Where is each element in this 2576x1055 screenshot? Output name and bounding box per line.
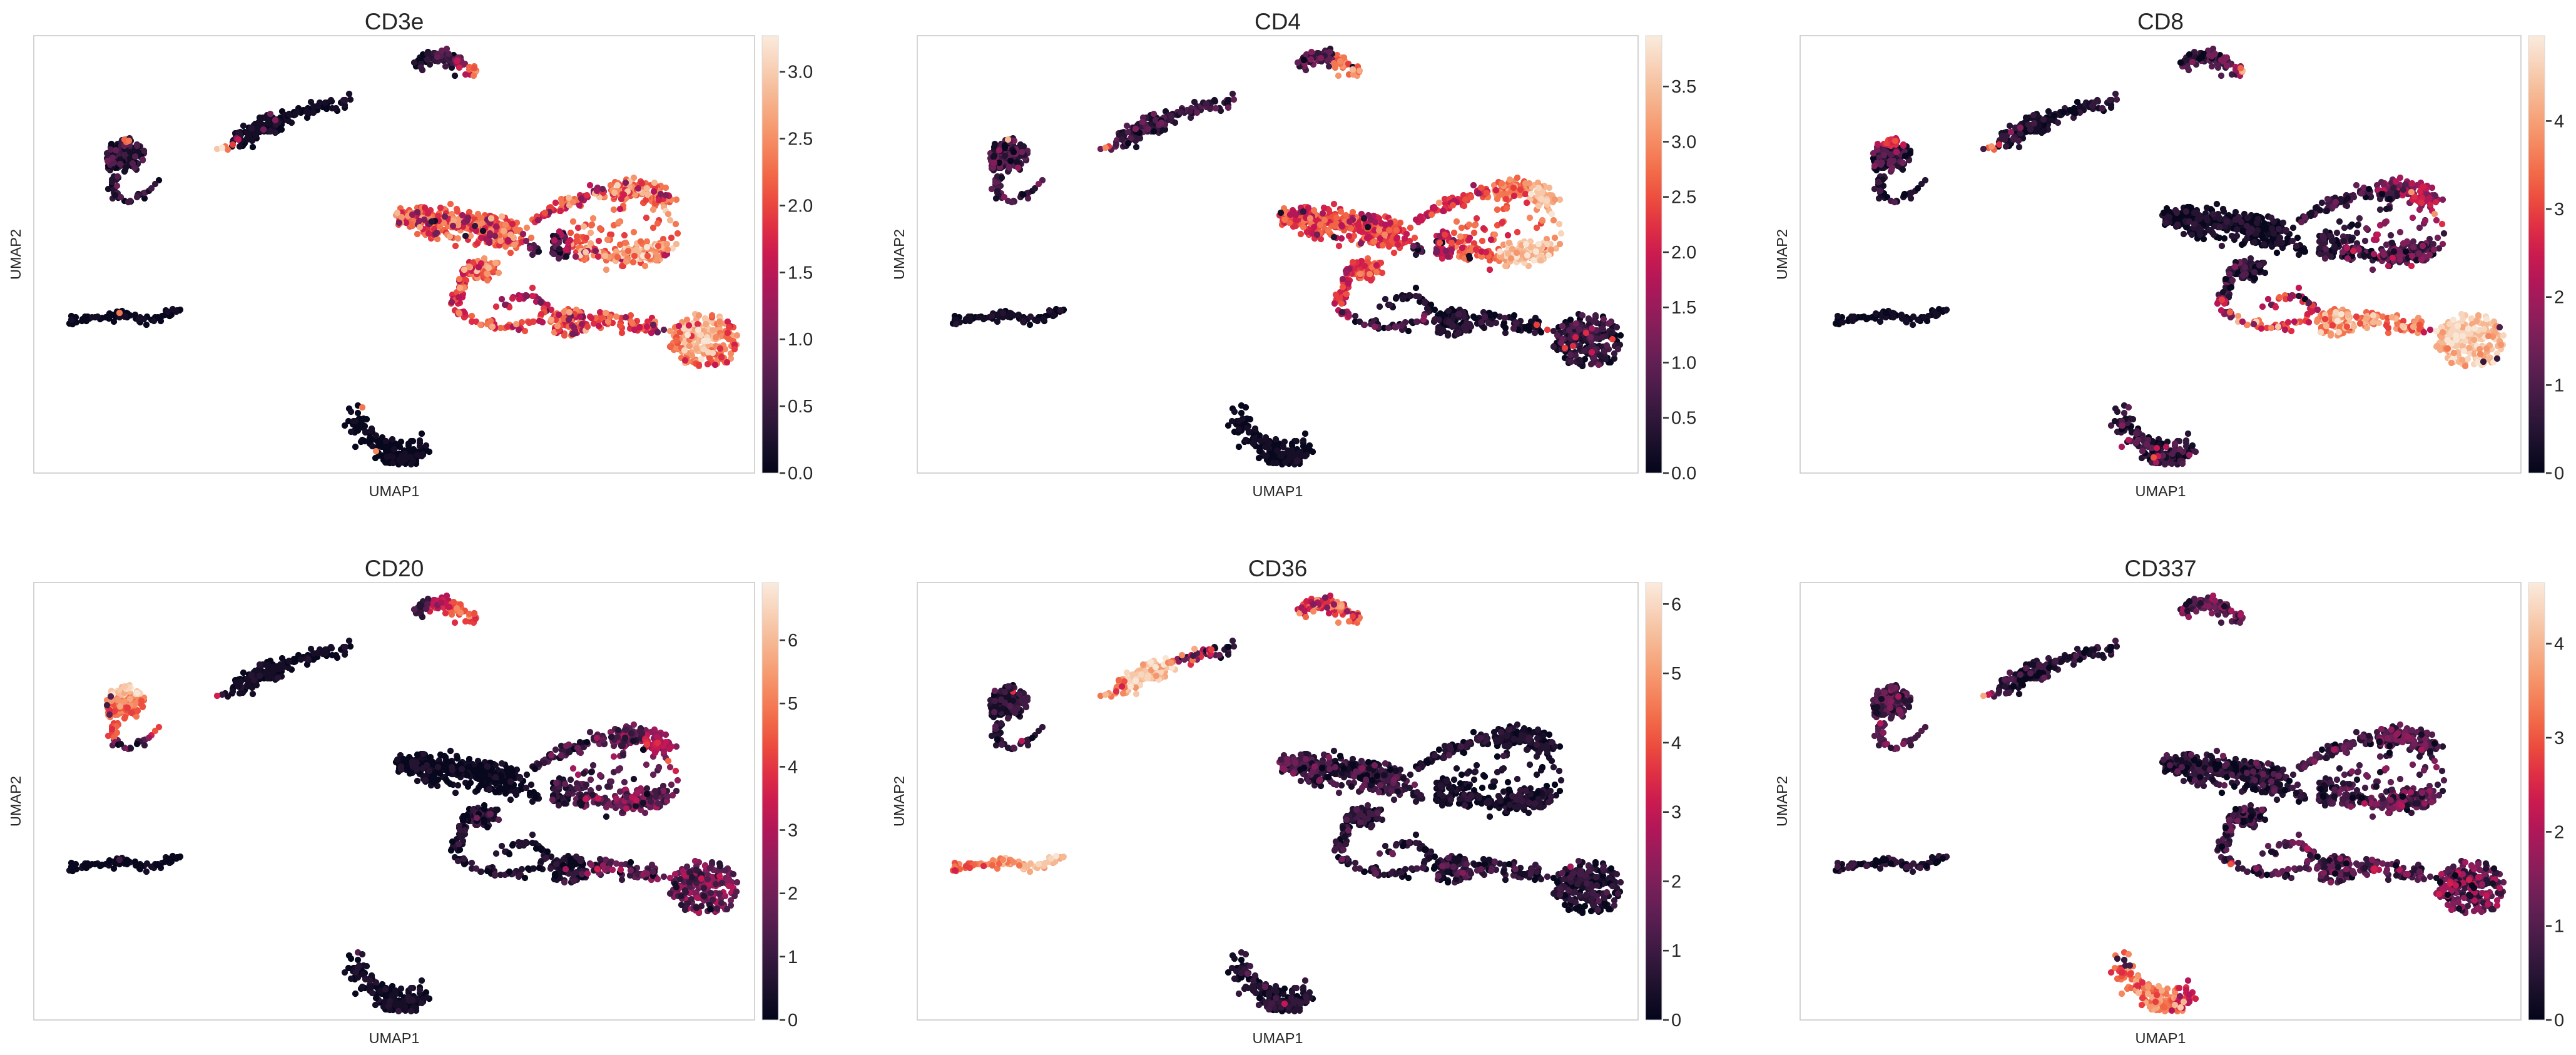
svg-text:2: 2 (2554, 288, 2564, 308)
svg-text:1: 1 (2554, 917, 2564, 937)
svg-text:1.0: 1.0 (788, 330, 813, 350)
svg-text:2.0: 2.0 (1671, 243, 1696, 263)
svg-text:0.0: 0.0 (788, 464, 813, 484)
svg-text:1: 1 (1671, 941, 1681, 961)
svg-text:CD4: CD4 (1255, 9, 1301, 34)
svg-text:0.5: 0.5 (1671, 409, 1696, 429)
svg-text:3.5: 3.5 (1671, 77, 1696, 97)
svg-text:6: 6 (788, 631, 798, 651)
svg-text:2: 2 (2554, 822, 2564, 842)
svg-text:0: 0 (1671, 1011, 1681, 1031)
svg-text:0.5: 0.5 (788, 397, 813, 417)
svg-text:UMAP1: UMAP1 (369, 483, 420, 499)
svg-text:CD337: CD337 (2124, 556, 2196, 581)
svg-text:0.0: 0.0 (1671, 464, 1696, 484)
svg-text:4: 4 (2554, 111, 2564, 131)
svg-text:1.5: 1.5 (1671, 298, 1696, 318)
svg-text:0: 0 (2554, 464, 2564, 484)
svg-text:0: 0 (788, 1011, 798, 1031)
svg-text:3: 3 (1671, 803, 1681, 823)
svg-text:UMAP1: UMAP1 (2136, 483, 2186, 499)
svg-text:1: 1 (788, 947, 798, 967)
svg-text:5: 5 (1671, 664, 1681, 684)
svg-text:1.5: 1.5 (788, 263, 813, 283)
svg-text:5: 5 (788, 694, 798, 714)
svg-text:2.5: 2.5 (1671, 188, 1696, 208)
svg-text:CD8: CD8 (2137, 9, 2184, 34)
svg-text:UMAP2: UMAP2 (8, 229, 24, 280)
svg-text:2: 2 (1671, 872, 1681, 892)
svg-text:1.0: 1.0 (1671, 354, 1696, 374)
svg-text:3: 3 (788, 821, 798, 841)
svg-text:4: 4 (788, 757, 798, 777)
svg-text:CD20: CD20 (365, 556, 424, 581)
svg-text:UMAP2: UMAP2 (1774, 229, 1790, 280)
svg-text:UMAP2: UMAP2 (891, 776, 907, 827)
svg-text:CD3e: CD3e (365, 9, 424, 34)
svg-text:1: 1 (2554, 375, 2564, 395)
svg-text:2: 2 (788, 884, 798, 904)
svg-text:2.0: 2.0 (788, 196, 813, 217)
svg-text:3: 3 (2554, 200, 2564, 220)
svg-text:2.5: 2.5 (788, 130, 813, 150)
svg-text:UMAP1: UMAP1 (1253, 1030, 1303, 1046)
svg-text:UMAP1: UMAP1 (369, 1030, 420, 1046)
svg-text:CD36: CD36 (1248, 556, 1308, 581)
svg-text:UMAP1: UMAP1 (1253, 483, 1303, 499)
svg-text:UMAP2: UMAP2 (891, 229, 907, 280)
svg-text:4: 4 (1671, 733, 1681, 753)
svg-text:6: 6 (1671, 594, 1681, 614)
svg-text:0: 0 (2554, 1011, 2564, 1031)
svg-text:3.0: 3.0 (1671, 133, 1696, 153)
svg-text:UMAP2: UMAP2 (8, 776, 24, 827)
svg-text:4: 4 (2554, 635, 2564, 655)
svg-text:UMAP2: UMAP2 (1774, 776, 1790, 827)
svg-text:3: 3 (2554, 728, 2564, 748)
svg-text:3.0: 3.0 (788, 63, 813, 83)
svg-text:UMAP1: UMAP1 (2136, 1030, 2186, 1046)
